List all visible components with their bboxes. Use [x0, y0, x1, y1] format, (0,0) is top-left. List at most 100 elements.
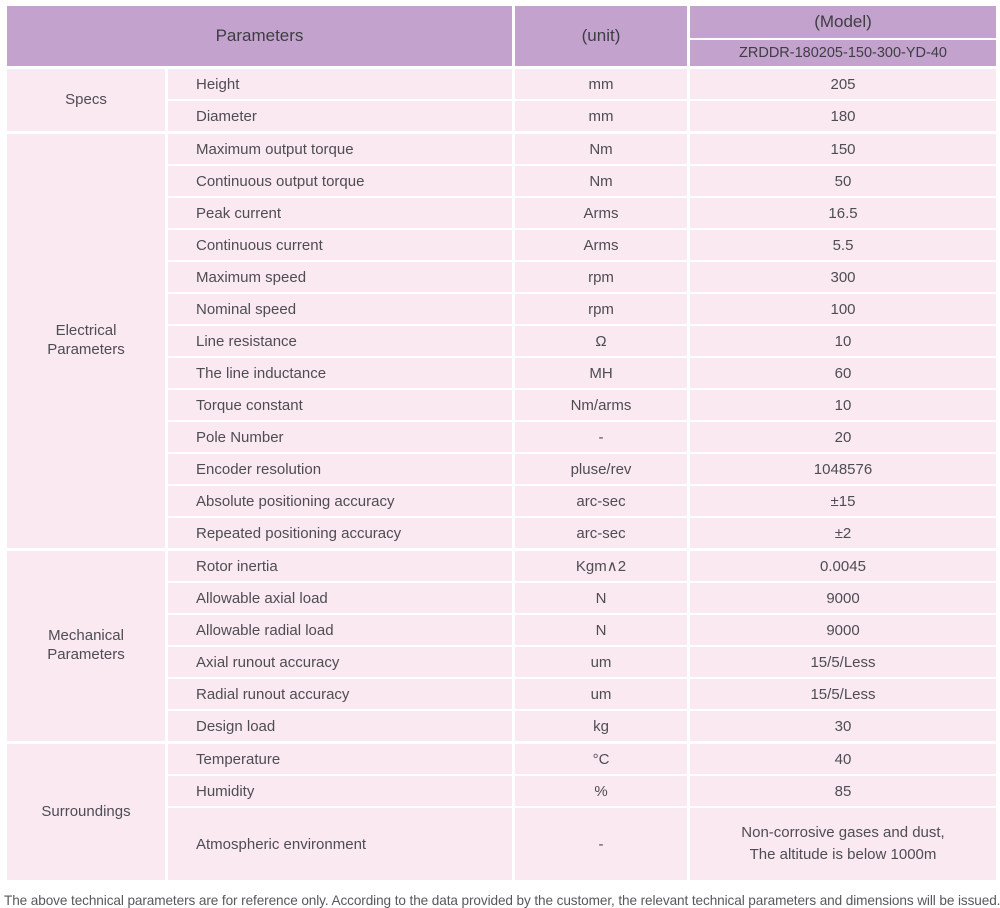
table-row: Absolute positioning accuracy arc-sec ±1… — [6, 484, 999, 518]
param-name-cell: Rotor inertia — [165, 548, 515, 583]
param-name-cell: Humidity — [165, 774, 515, 808]
value-cell: Non-corrosive gases and dust, The altitu… — [687, 806, 999, 882]
param-name-cell: Peak current — [165, 196, 515, 230]
param-name-cell: Diameter — [165, 99, 515, 134]
value-cell: 5.5 — [687, 228, 999, 262]
param-name-cell: Torque constant — [165, 388, 515, 422]
param-name-cell: Allowable axial load — [165, 581, 515, 615]
unit-cell: kg — [512, 709, 690, 744]
section-label-specs: Specs — [4, 66, 168, 134]
table-row: Line resistance Ω 10 — [6, 324, 999, 358]
param-name-cell: Height — [165, 66, 515, 101]
unit-cell: N — [512, 581, 690, 615]
value-cell: ±15 — [687, 484, 999, 518]
table-row: Atmospheric environment - Non-corrosive … — [6, 806, 999, 882]
disclaimer-note: The above technical parameters are for r… — [4, 893, 1000, 908]
table-row: Mechanical Parameters Rotor inertia Kgm∧… — [4, 548, 999, 744]
unit-cell: mm — [512, 99, 690, 134]
unit-cell: Nm/arms — [512, 388, 690, 422]
table-row: Axial runout accuracy um 15/5/Less — [6, 645, 999, 679]
table-row: Nominal speed rpm 100 — [6, 292, 999, 326]
section-label-electrical-parameters: Electrical Parameters — [4, 131, 168, 551]
value-cell: 180 — [687, 99, 999, 134]
param-name-cell: Encoder resolution — [165, 452, 515, 486]
value-cell: 100 — [687, 292, 999, 326]
table-row: Allowable axial load N 9000 — [6, 581, 999, 615]
table-row: Maximum speed rpm 300 — [6, 260, 999, 294]
param-name-cell: Atmospheric environment — [165, 806, 515, 882]
unit-cell: mm — [512, 66, 690, 101]
table-row: Design load kg 30 — [6, 709, 999, 744]
param-name-cell: Axial runout accuracy — [165, 645, 515, 679]
unit-cell: Arms — [512, 196, 690, 230]
param-name-cell: Design load — [165, 709, 515, 744]
value-cell: 15/5/Less — [687, 677, 999, 711]
value-cell: 150 — [687, 131, 999, 166]
column-header-unit: (unit) — [512, 4, 690, 69]
param-name-cell: Continuous output torque — [165, 164, 515, 198]
unit-cell: - — [512, 420, 690, 454]
table-row: Torque constant Nm/arms 10 — [6, 388, 999, 422]
value-cell: 10 — [687, 388, 999, 422]
table-row: Pole Number - 20 — [6, 420, 999, 454]
unit-cell: - — [512, 806, 690, 882]
parameters-table: Parameters (unit) (Model) ZRDDR-180205-1… — [4, 4, 999, 882]
param-name-cell: Temperature — [165, 741, 515, 776]
table-row: Peak current Arms 16.5 — [6, 196, 999, 230]
table-row: Humidity % 85 — [6, 774, 999, 808]
unit-cell: Ω — [512, 324, 690, 358]
column-header-model: (Model) — [687, 4, 999, 40]
spec-sheet-page: Parameters (unit) (Model) ZRDDR-180205-1… — [4, 4, 1000, 908]
unit-cell: rpm — [512, 292, 690, 326]
unit-cell: um — [512, 645, 690, 679]
unit-cell: N — [512, 613, 690, 647]
param-name-cell: Continuous current — [165, 228, 515, 262]
unit-cell: Nm — [512, 164, 690, 198]
table-header: Parameters (unit) (Model) ZRDDR-180205-1… — [4, 4, 999, 69]
value-cell: 0.0045 — [687, 548, 999, 583]
value-cell: 20 — [687, 420, 999, 454]
table-row: Specs Height mm 205 — [4, 66, 999, 134]
value-cell: 85 — [687, 774, 999, 808]
value-cell: 30 — [687, 709, 999, 744]
unit-cell: arc-sec — [512, 516, 690, 551]
param-name-cell: Pole Number — [165, 420, 515, 454]
value-cell: 40 — [687, 741, 999, 776]
unit-cell: Kgm∧2 — [512, 548, 690, 583]
value-cell: 205 — [687, 66, 999, 101]
value-cell: 15/5/Less — [687, 645, 999, 679]
table-row: Radial runout accuracy um 15/5/Less — [6, 677, 999, 711]
column-header-parameters: Parameters — [4, 4, 515, 69]
value-cell: 16.5 — [687, 196, 999, 230]
unit-cell: pluse/rev — [512, 452, 690, 486]
table-body: Specs Height mm 205 Diameter mm 180 Elec… — [4, 66, 999, 882]
table-row: Continuous output torque Nm 50 — [6, 164, 999, 198]
table-row: Repeated positioning accuracy arc-sec ±2 — [6, 516, 999, 551]
param-name-cell: The line inductance — [165, 356, 515, 390]
param-name-cell: Radial runout accuracy — [165, 677, 515, 711]
section-label-surroundings: Surroundings — [4, 741, 168, 882]
value-cell: 1048576 — [687, 452, 999, 486]
param-name-cell: Line resistance — [165, 324, 515, 358]
value-cell: 300 — [687, 260, 999, 294]
unit-cell: rpm — [512, 260, 690, 294]
table-row: Surroundings Temperature °C 40 — [4, 741, 999, 882]
param-name-cell: Nominal speed — [165, 292, 515, 326]
unit-cell: Nm — [512, 131, 690, 166]
value-cell: 50 — [687, 164, 999, 198]
unit-cell: MH — [512, 356, 690, 390]
model-number: ZRDDR-180205-150-300-YD-40 — [687, 38, 999, 69]
table-row: Diameter mm 180 — [6, 99, 999, 134]
param-name-cell: Absolute positioning accuracy — [165, 484, 515, 518]
header-model-row: ZRDDR-180205-150-300-YD-40 — [6, 38, 999, 69]
value-cell: 9000 — [687, 613, 999, 647]
param-name-cell: Repeated positioning accuracy — [165, 516, 515, 551]
header-row: Parameters (unit) (Model) — [4, 4, 999, 69]
value-cell: 9000 — [687, 581, 999, 615]
value-cell: 10 — [687, 324, 999, 358]
param-name-cell: Allowable radial load — [165, 613, 515, 647]
table-row: Encoder resolution pluse/rev 1048576 — [6, 452, 999, 486]
table-row: Allowable radial load N 9000 — [6, 613, 999, 647]
value-cell: ±2 — [687, 516, 999, 551]
unit-cell: arc-sec — [512, 484, 690, 518]
